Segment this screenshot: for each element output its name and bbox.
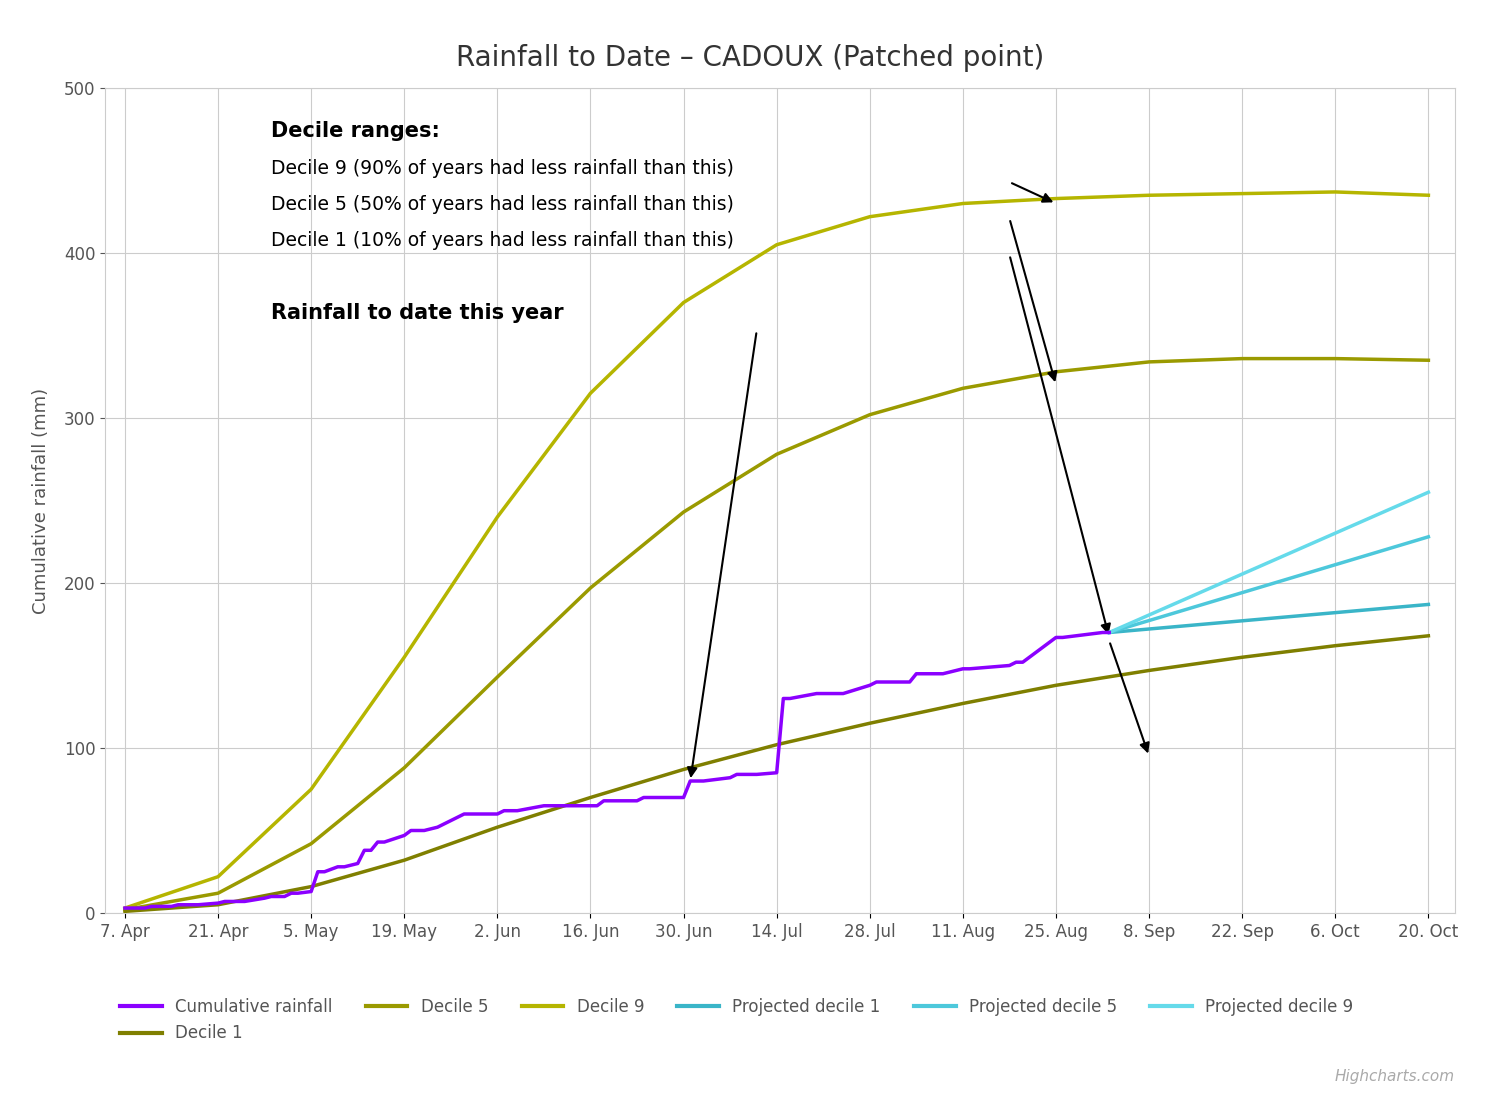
Decile 9 xyxy=(954,197,972,210)
Line: Projected decile 1: Projected decile 1 xyxy=(1108,604,1428,632)
Decile 1 xyxy=(675,763,693,777)
Line: Projected decile 5: Projected decile 5 xyxy=(1108,537,1428,632)
Projected decile 9 xyxy=(1419,485,1437,498)
Decile 5 xyxy=(489,670,507,683)
Projected decile 1 xyxy=(1419,597,1437,611)
Decile 1 xyxy=(1326,639,1344,652)
Decile 5 xyxy=(116,903,134,916)
Line: Decile 5: Decile 5 xyxy=(124,359,1428,910)
Cumulative rainfall xyxy=(116,901,134,914)
Decile 9 xyxy=(302,783,320,796)
Decile 1 xyxy=(209,898,226,911)
Decile 9 xyxy=(1140,188,1158,201)
Decile 1 xyxy=(302,880,320,893)
Decile 9 xyxy=(396,650,414,663)
Decile 1 xyxy=(768,738,786,751)
Decile 9 xyxy=(861,210,879,223)
Legend: Cumulative rainfall, Decile 1, Decile 5, Decile 9, Projected decile 1, Projected: Cumulative rainfall, Decile 1, Decile 5,… xyxy=(114,991,1360,1049)
Decile 5 xyxy=(768,448,786,461)
Decile 1 xyxy=(489,821,507,834)
Decile 5 xyxy=(1140,355,1158,368)
Decile 1 xyxy=(1419,629,1437,642)
Cumulative rainfall xyxy=(1094,626,1112,639)
Text: Decile 1 (10% of years had less rainfall than this): Decile 1 (10% of years had less rainfall… xyxy=(272,231,734,251)
Line: Cumulative rainfall: Cumulative rainfall xyxy=(124,632,1108,908)
Decile 1 xyxy=(1233,650,1251,663)
Decile 9 xyxy=(489,510,507,524)
Decile 1 xyxy=(1047,679,1065,692)
Cumulative rainfall xyxy=(396,829,414,843)
Cumulative rainfall xyxy=(747,768,765,781)
Cumulative rainfall xyxy=(1100,626,1118,639)
Text: Decile 5 (50% of years had less rainfall than this): Decile 5 (50% of years had less rainfall… xyxy=(272,195,734,214)
Decile 5 xyxy=(582,581,600,594)
Projected decile 1 xyxy=(1100,626,1118,639)
Projected decile 5 xyxy=(1100,626,1118,639)
Decile 9 xyxy=(209,870,226,883)
Text: Rainfall to date this year: Rainfall to date this year xyxy=(272,302,564,323)
Decile 1 xyxy=(861,717,879,730)
Decile 5 xyxy=(1419,354,1437,367)
Decile 9 xyxy=(116,901,134,914)
Decile 5 xyxy=(861,408,879,421)
Decile 5 xyxy=(954,382,972,395)
Text: Decile 9 (90% of years had less rainfall than this): Decile 9 (90% of years had less rainfall… xyxy=(272,158,734,178)
Text: Rainfall to Date – CADOUX (Patched point): Rainfall to Date – CADOUX (Patched point… xyxy=(456,44,1044,72)
Decile 9 xyxy=(1326,185,1344,198)
Decile 9 xyxy=(1233,187,1251,200)
Projected decile 5 xyxy=(1419,530,1437,543)
Decile 9 xyxy=(582,387,600,400)
Decile 5 xyxy=(1047,365,1065,378)
Decile 5 xyxy=(1233,352,1251,365)
Decile 1 xyxy=(582,791,600,804)
Line: Projected decile 9: Projected decile 9 xyxy=(1108,492,1428,632)
Decile 1 xyxy=(396,854,414,867)
Decile 5 xyxy=(209,887,226,900)
Text: Decile ranges:: Decile ranges: xyxy=(272,121,440,142)
Decile 5 xyxy=(302,837,320,850)
Cumulative rainfall xyxy=(262,890,280,903)
Text: Highcharts.com: Highcharts.com xyxy=(1335,1068,1455,1084)
Decile 9 xyxy=(675,296,693,309)
Decile 9 xyxy=(768,239,786,252)
Decile 1 xyxy=(954,697,972,711)
Cumulative rainfall xyxy=(328,860,346,873)
Decile 5 xyxy=(1326,352,1344,365)
Projected decile 9 xyxy=(1100,626,1118,639)
Decile 1 xyxy=(1140,663,1158,676)
Cumulative rainfall xyxy=(694,774,712,788)
Line: Decile 1: Decile 1 xyxy=(124,636,1428,911)
Decile 9 xyxy=(1047,191,1065,205)
Cumulative rainfall xyxy=(628,794,646,807)
Decile 1 xyxy=(116,904,134,917)
Decile 5 xyxy=(396,761,414,774)
Decile 9 xyxy=(1419,188,1437,201)
Line: Decile 9: Decile 9 xyxy=(124,191,1428,908)
Y-axis label: Cumulative rainfall (mm): Cumulative rainfall (mm) xyxy=(32,387,50,614)
Decile 5 xyxy=(675,505,693,518)
